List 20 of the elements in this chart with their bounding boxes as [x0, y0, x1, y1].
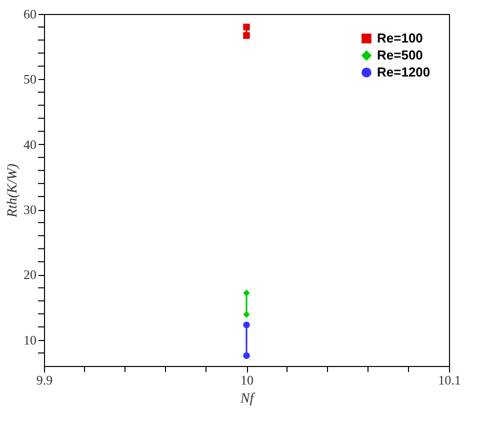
- point: [243, 352, 250, 359]
- legend-label: Re=100: [377, 30, 423, 46]
- point: [243, 32, 250, 39]
- y-axis-title: Rth(K/W): [6, 163, 20, 218]
- y-tick-label: 50: [24, 72, 36, 87]
- point: [243, 322, 250, 328]
- legend-label: Re=500: [377, 48, 423, 62]
- y-tick-label: 40: [24, 136, 36, 152]
- point: [243, 24, 250, 30]
- legend-label: Re=1200: [377, 64, 430, 80]
- x-tick-label: 9.9: [36, 372, 53, 388]
- y-tick-label: 10: [24, 332, 36, 348]
- x-tick-label: 10.1: [438, 372, 461, 388]
- point: [243, 290, 250, 296]
- x-tick-label: 10: [240, 372, 254, 388]
- point: [243, 311, 250, 318]
- y-tick-label: 20: [24, 267, 36, 282]
- x-axis-title: Nf: [239, 392, 256, 406]
- y-tick-label: 60: [24, 6, 36, 22]
- y-tick-label: 30: [24, 202, 36, 218]
